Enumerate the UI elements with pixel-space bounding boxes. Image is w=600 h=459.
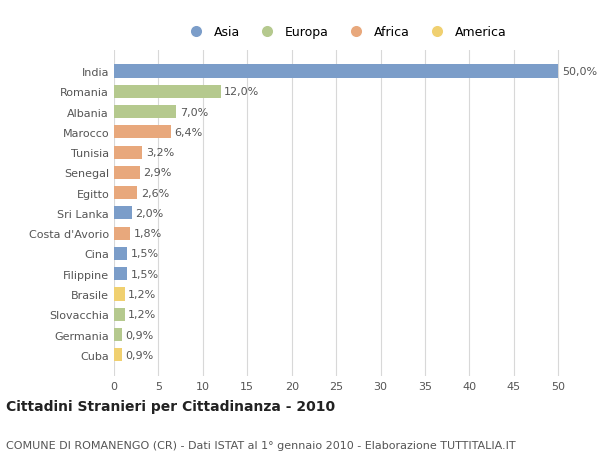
Text: 1,2%: 1,2%	[128, 289, 157, 299]
Text: 3,2%: 3,2%	[146, 148, 174, 158]
Text: 12,0%: 12,0%	[224, 87, 259, 97]
Bar	[114, 328, 122, 341]
Bar	[114, 227, 130, 240]
Text: 50,0%: 50,0%	[562, 67, 597, 77]
Text: 2,9%: 2,9%	[143, 168, 172, 178]
Bar	[114, 65, 558, 78]
Text: 7,0%: 7,0%	[180, 107, 208, 118]
Text: 2,6%: 2,6%	[140, 188, 169, 198]
Bar	[114, 187, 137, 200]
Text: 2,0%: 2,0%	[136, 208, 164, 218]
Text: 1,8%: 1,8%	[134, 229, 162, 239]
Bar	[114, 348, 122, 362]
Bar	[114, 308, 125, 321]
Text: COMUNE DI ROMANENGO (CR) - Dati ISTAT al 1° gennaio 2010 - Elaborazione TUTTITAL: COMUNE DI ROMANENGO (CR) - Dati ISTAT al…	[6, 440, 515, 450]
Text: Cittadini Stranieri per Cittadinanza - 2010: Cittadini Stranieri per Cittadinanza - 2…	[6, 399, 335, 413]
Text: 6,4%: 6,4%	[175, 128, 203, 138]
Bar	[114, 207, 132, 220]
Bar	[114, 268, 127, 280]
Text: 1,5%: 1,5%	[131, 249, 159, 259]
Text: 0,9%: 0,9%	[125, 350, 154, 360]
Bar	[114, 167, 140, 179]
Text: 1,5%: 1,5%	[131, 269, 159, 279]
Bar	[114, 85, 221, 99]
Text: 0,9%: 0,9%	[125, 330, 154, 340]
Bar	[114, 288, 125, 301]
Text: 1,2%: 1,2%	[128, 309, 157, 319]
Bar	[114, 126, 171, 139]
Bar	[114, 146, 142, 159]
Bar	[114, 106, 176, 119]
Legend: Asia, Europa, Africa, America: Asia, Europa, Africa, America	[179, 21, 511, 44]
Bar	[114, 247, 127, 260]
